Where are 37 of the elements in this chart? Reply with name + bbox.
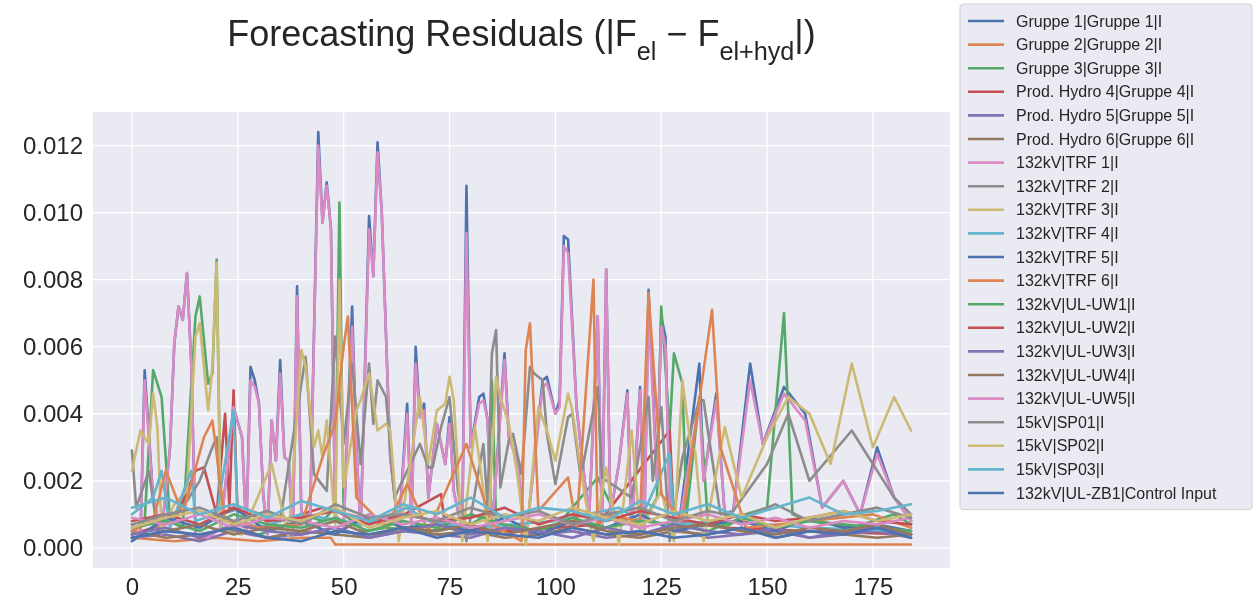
legend-label: 132kV|UL-UW5|I xyxy=(1016,390,1136,408)
legend-label: 132kV|TRF 5|I xyxy=(1016,248,1119,266)
y-tick-label: 0.008 xyxy=(22,265,83,293)
y-tick-label: 0.002 xyxy=(22,467,83,494)
legend-label: 132kV|TRF 6|I xyxy=(1016,272,1119,290)
legend-label: Prod. Hydro 6|Gruppe 6|I xyxy=(1016,130,1195,148)
legend-label: 15kV|SP01|I xyxy=(1016,413,1105,431)
legend-label: 132kV|UL-UW3|I xyxy=(1016,342,1136,360)
x-tick-label: 0 xyxy=(125,573,140,601)
legend-label: 132kV|UL-UW4|I xyxy=(1016,366,1136,384)
legend-label: Gruppe 3|Gruppe 3|I xyxy=(1016,59,1163,77)
x-tick-label: 100 xyxy=(535,573,576,601)
legend-label: 132kV|TRF 4|I xyxy=(1016,224,1119,242)
legend-label: Prod. Hydro 4|Gruppe 4|I xyxy=(1016,83,1195,101)
y-tick-label: 0.000 xyxy=(22,534,83,562)
x-tick-label: 25 xyxy=(224,573,252,601)
legend-label: 132kV|UL-UW1|I xyxy=(1016,295,1136,313)
y-tick-label: 0.006 xyxy=(22,332,83,360)
y-tick-label: 0.012 xyxy=(22,131,83,159)
legend-label: 132kV|TRF 1|I xyxy=(1016,154,1119,172)
legend-label: 132kV|UL-UW2|I xyxy=(1016,319,1136,337)
legend-label: 132kV|UL-ZB1|Control Input xyxy=(1016,484,1217,502)
legend-label: 15kV|SP03|I xyxy=(1016,460,1105,478)
y-tick-label: 0.010 xyxy=(22,198,83,226)
legend-label: 15kV|SP02|I xyxy=(1016,437,1105,455)
legend-label: 132kV|TRF 3|I xyxy=(1016,201,1119,219)
chart-title: Forecasting Residuals (|F$_{el}$ − F$_{el+hyd}$|) xyxy=(227,13,816,65)
x-tick-label: 50 xyxy=(330,573,358,601)
x-tick-label: 75 xyxy=(436,573,464,601)
x-tick-label: 125 xyxy=(641,573,682,601)
x-tick-label: 150 xyxy=(747,573,788,601)
legend-label: 132kV|TRF 2|I xyxy=(1016,177,1119,195)
y-tick-label: 0.004 xyxy=(22,399,83,427)
legend-label: Gruppe 2|Gruppe 2|I xyxy=(1016,36,1163,54)
legend-label: Gruppe 1|Gruppe 1|I xyxy=(1016,12,1163,30)
x-tick-label: 175 xyxy=(853,573,894,601)
legend-label: Prod. Hydro 5|Gruppe 5|I xyxy=(1016,106,1195,124)
